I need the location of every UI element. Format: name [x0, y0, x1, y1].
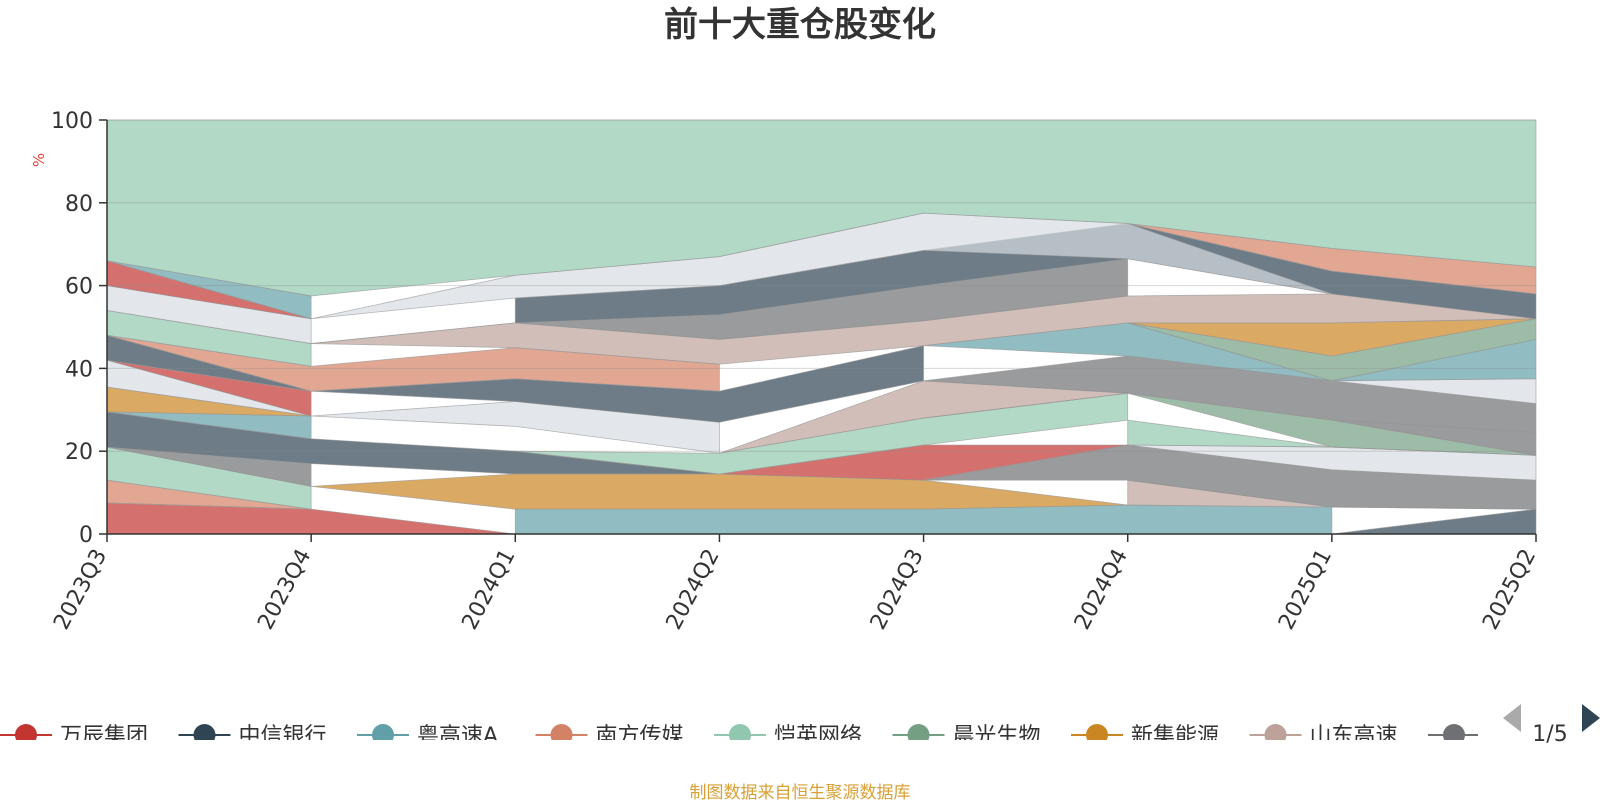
y-tick-label: 20 — [65, 440, 93, 465]
legend-item[interactable]: 新集能源 — [1071, 724, 1219, 749]
legend-page-indicator: 1/5 — [1532, 722, 1567, 747]
legend-item[interactable]: 恺英网络 — [714, 724, 862, 749]
legend-label: 中信银行 — [239, 724, 327, 749]
legend-pager[interactable]: 1/5 — [1503, 704, 1600, 747]
legend-prev-page-icon[interactable] — [1503, 704, 1521, 732]
area-band-10 — [106, 334, 720, 392]
legend-item[interactable]: 晨光生物 — [892, 724, 1041, 749]
source-note: 制图数据来自恒生聚源数据库 — [689, 783, 911, 803]
legend-label: 山东高速 — [1310, 724, 1398, 749]
y-tick-label: 60 — [65, 275, 93, 300]
legend-dot-marker — [193, 724, 216, 740]
y-tick-label: 40 — [65, 357, 93, 382]
y-tick-label: 80 — [65, 192, 93, 217]
legend-dot-marker — [15, 724, 37, 740]
legend-dot-marker — [1264, 724, 1287, 740]
x-tick-label: 2023Q3 — [49, 545, 112, 634]
legend-dot-marker — [1086, 724, 1108, 740]
legend-dot-marker — [729, 724, 751, 740]
legend[interactable]: 万辰集团 中信银行 粤高速A 南方传媒 恺英网络 晨光生物 新集能源 山东高速 洲 — [0, 724, 1510, 749]
area-band-16 — [1331, 508, 1537, 535]
legend-dot-marker — [550, 724, 573, 740]
area-band-38 — [106, 119, 1537, 297]
chart-title: 前十大重仓股变化 — [664, 5, 936, 45]
legend-dot-marker — [372, 724, 394, 740]
x-tick-label: 2024Q2 — [662, 545, 725, 634]
legend-item[interactable]: 粤高速A — [357, 724, 498, 749]
x-tick-label: 2024Q1 — [458, 545, 521, 634]
x-tick-label: 2025Q1 — [1274, 545, 1337, 634]
legend-dot-marker — [907, 724, 930, 740]
y-axis-unit-label: % — [30, 153, 48, 167]
legend-item[interactable]: 万辰集团 — [0, 724, 148, 749]
x-tick-label: 2024Q4 — [1070, 545, 1133, 634]
legend-label: 洲 — [1488, 724, 1510, 749]
legend-item[interactable]: 洲 — [1428, 724, 1510, 749]
legend-item[interactable]: 中信银行 — [178, 724, 327, 749]
y-tick-label: 100 — [51, 109, 93, 134]
x-tick-label: 2025Q2 — [1478, 545, 1541, 634]
legend-dot-marker — [1443, 724, 1465, 740]
legend-item[interactable]: 南方传媒 — [535, 724, 684, 749]
grid-lines — [107, 119, 1536, 452]
legend-label: 新集能源 — [1131, 724, 1219, 749]
legend-label: 粤高速A — [417, 724, 498, 749]
x-tick-label: 2023Q4 — [253, 545, 316, 634]
legend-label: 南方传媒 — [596, 724, 684, 749]
legend-item[interactable]: 山东高速 — [1249, 724, 1398, 749]
legend-next-page-icon[interactable] — [1582, 704, 1600, 732]
x-tick-label: 2024Q3 — [866, 545, 929, 634]
legend-label: 晨光生物 — [953, 724, 1041, 749]
legend-label: 恺英网络 — [774, 724, 862, 749]
area-bands — [106, 119, 1537, 535]
y-tick-label: 0 — [79, 523, 93, 548]
legend-label: 万辰集团 — [60, 724, 148, 749]
